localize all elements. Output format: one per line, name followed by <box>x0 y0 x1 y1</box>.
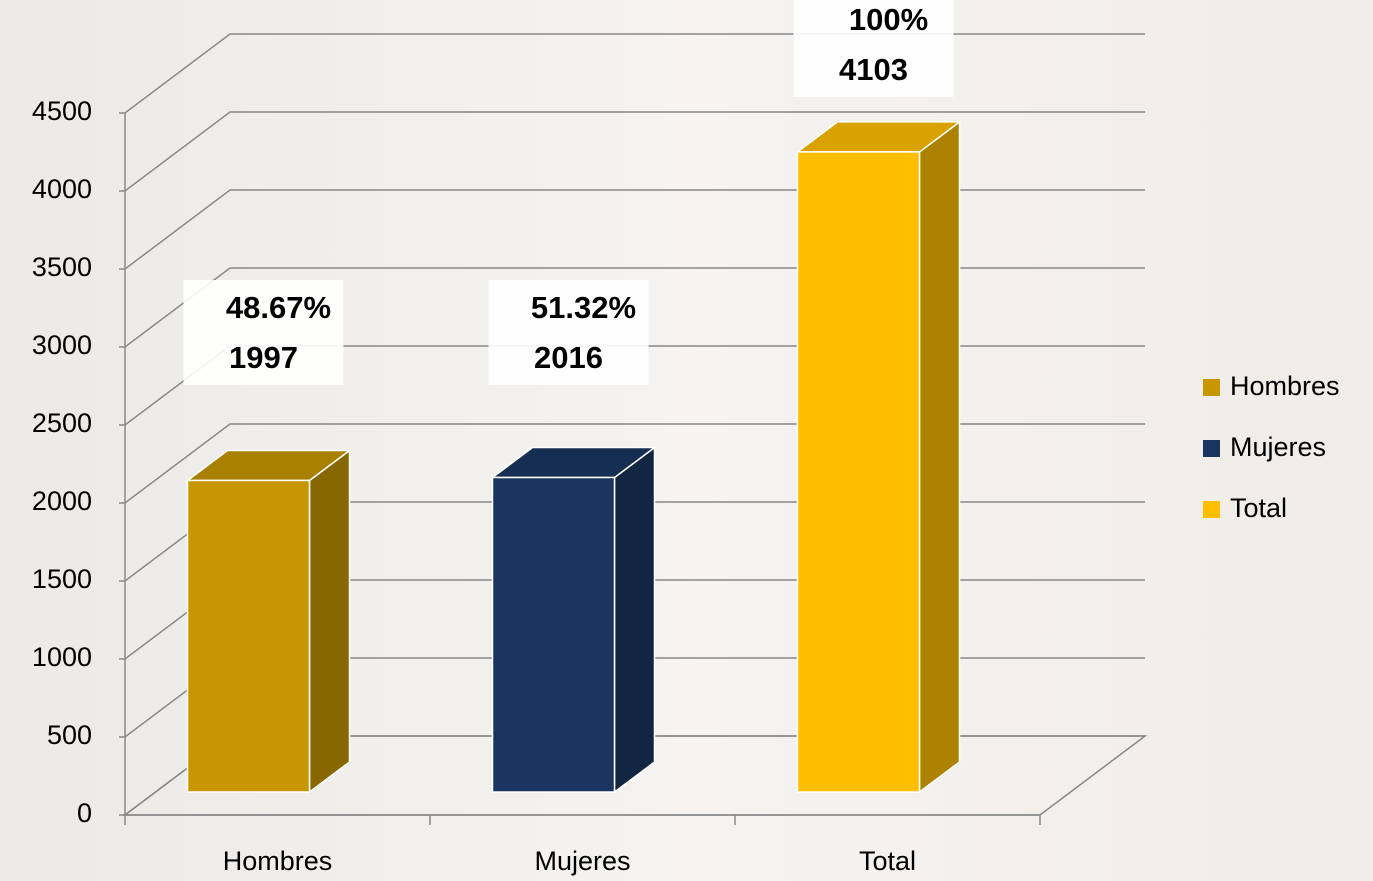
y-tick-label: 1000 <box>32 642 92 672</box>
legend-swatch <box>1203 440 1220 457</box>
y-tick-label: 500 <box>47 720 92 750</box>
bar-side <box>310 450 350 792</box>
data-label: 1997 <box>229 340 298 375</box>
y-tick-label: 1500 <box>32 564 92 594</box>
legend-swatch <box>1203 379 1220 396</box>
y-tick-label: 0 <box>77 798 92 828</box>
bar <box>188 480 310 792</box>
bar <box>493 478 615 792</box>
data-label: 4103 <box>839 52 908 87</box>
percent-label: 51.32% <box>531 290 636 325</box>
y-tick-label: 4500 <box>32 96 92 126</box>
percent-label: 48.67% <box>226 290 331 325</box>
y-tick-label: 3500 <box>32 252 92 282</box>
chart: 0 500 1000 1500 2000 2500 3000 3500 4000 4500 Homb… <box>0 0 1373 881</box>
bar-side <box>615 448 655 792</box>
legend-swatch <box>1203 501 1220 518</box>
y-tick-label: 2500 <box>32 408 92 438</box>
x-tick-label: Mujeres <box>534 846 630 876</box>
x-tick-label: Total <box>859 846 916 876</box>
legend-label: Mujeres <box>1230 432 1326 462</box>
x-tick-label: Hombres <box>223 846 333 876</box>
y-tick-label: 3000 <box>32 330 92 360</box>
y-tick-label: 2000 <box>32 486 92 516</box>
data-label: 2016 <box>534 340 603 375</box>
legend-label: Total <box>1230 493 1287 523</box>
legend-label: Hombres <box>1230 371 1340 401</box>
percent-label: 100% <box>849 2 928 37</box>
y-tick-label: 4000 <box>32 174 92 204</box>
bar-side <box>920 122 960 792</box>
bar <box>798 152 920 792</box>
